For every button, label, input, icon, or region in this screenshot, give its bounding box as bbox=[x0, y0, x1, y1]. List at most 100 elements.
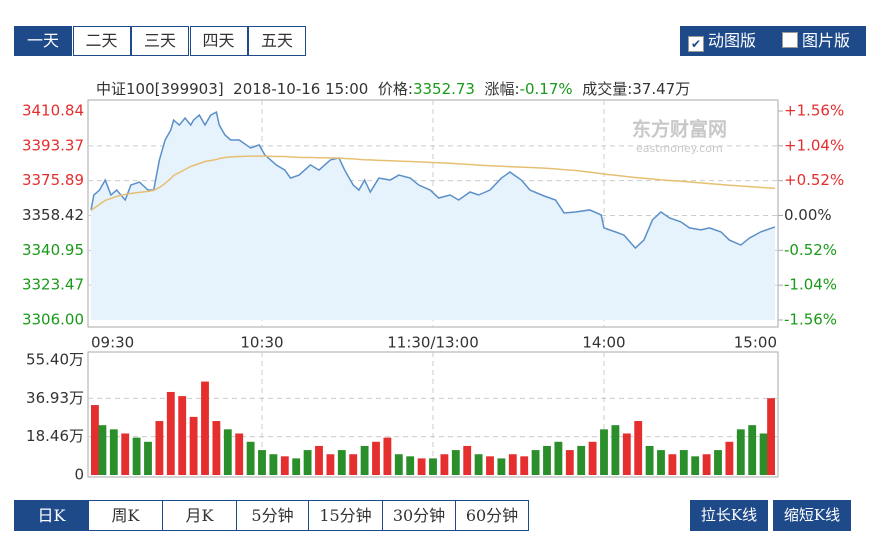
volume-bar bbox=[303, 450, 312, 475]
volume-bar bbox=[622, 433, 631, 475]
period-tab[interactable]: 60分钟 bbox=[455, 500, 529, 531]
range-tab[interactable]: 二天 bbox=[72, 26, 131, 56]
volume-bar bbox=[679, 450, 688, 475]
checkbox[interactable] bbox=[782, 32, 798, 48]
range-tab[interactable]: 四天 bbox=[189, 26, 248, 56]
datetime: 2018-10-16 15:00 bbox=[233, 80, 369, 98]
volume-bar bbox=[657, 450, 665, 475]
volume-bar bbox=[645, 445, 654, 475]
volume-bar bbox=[326, 454, 335, 475]
index-name: 中证100[399903] bbox=[96, 80, 224, 98]
volume-bar bbox=[269, 454, 278, 475]
volume-bar bbox=[429, 458, 437, 475]
volume-bar bbox=[189, 416, 198, 475]
volume-bar bbox=[554, 441, 563, 475]
y-tick-label: 3410.84 bbox=[22, 102, 84, 120]
y-tick-label: 55.40万 bbox=[26, 351, 84, 369]
y-tick-label: 36.93万 bbox=[26, 389, 84, 407]
period-tab[interactable]: 30分钟 bbox=[382, 500, 456, 531]
volume-bar bbox=[417, 458, 426, 475]
period-tab[interactable]: 月K bbox=[162, 500, 237, 531]
y-tick-label: 3340.95 bbox=[22, 241, 84, 259]
volume-bar bbox=[144, 441, 152, 475]
period-tab[interactable]: 5分钟 bbox=[236, 500, 309, 531]
price: 3352.73 bbox=[412, 80, 475, 98]
volume-bar bbox=[691, 456, 700, 475]
volume-bar bbox=[132, 437, 141, 475]
volume-bar bbox=[178, 396, 187, 475]
y-tick-label: 3358.42 bbox=[22, 206, 84, 224]
volume-bar bbox=[611, 425, 620, 475]
volume-bar bbox=[725, 441, 734, 475]
price-label: 价格: bbox=[377, 80, 413, 98]
volume-bar bbox=[91, 405, 99, 475]
zoom-button[interactable]: 拉长K线 bbox=[690, 500, 768, 531]
volume-bar bbox=[360, 445, 369, 475]
volume-bar bbox=[315, 445, 323, 475]
volume-bar bbox=[98, 425, 107, 475]
volume-bar bbox=[212, 421, 221, 475]
checkbox-checked[interactable]: ✔ bbox=[688, 36, 704, 52]
volume-bar bbox=[109, 429, 118, 475]
volume-bar bbox=[394, 454, 403, 475]
y-tick-label: 3375.89 bbox=[22, 171, 84, 189]
price-area bbox=[91, 112, 775, 320]
volume-bar bbox=[201, 381, 209, 475]
volume-bar bbox=[543, 445, 551, 475]
volume: 成交量:37.47万 bbox=[582, 80, 691, 98]
volume-bar bbox=[337, 450, 346, 475]
x-tick-label: 15:00 bbox=[734, 334, 777, 352]
volume-bar bbox=[508, 454, 517, 475]
watermark-sub: eastmoney.com bbox=[636, 142, 723, 155]
volume-bar bbox=[714, 450, 722, 475]
volume-bar bbox=[497, 458, 506, 475]
x-tick-label: 09:30 bbox=[91, 334, 134, 352]
period-tab[interactable]: 周K bbox=[88, 500, 163, 531]
volume-bar bbox=[474, 454, 483, 475]
volume-bar bbox=[280, 456, 289, 475]
y2-tick-label: +1.56% bbox=[784, 102, 844, 120]
view-option[interactable]: ✔ 动图版 bbox=[688, 26, 756, 56]
x-tick-label: 14:00 bbox=[582, 334, 625, 352]
y-tick-label: 3393.37 bbox=[22, 136, 84, 154]
view-panel bbox=[680, 26, 866, 56]
volume-bar bbox=[451, 450, 460, 475]
y2-tick-label: -1.56% bbox=[784, 311, 837, 329]
y-tick-label: 3323.47 bbox=[22, 276, 84, 294]
y2-tick-label: +1.04% bbox=[784, 136, 844, 154]
volume-bar bbox=[634, 421, 643, 475]
volume-bar bbox=[531, 450, 540, 475]
volume-bar bbox=[246, 441, 255, 475]
view-label: 图片版 bbox=[802, 31, 851, 50]
volume-bar bbox=[486, 456, 494, 475]
zoom-button[interactable]: 缩短K线 bbox=[773, 500, 851, 531]
watermark: 东方财富网 bbox=[632, 118, 727, 141]
y2-tick-label: -0.52% bbox=[784, 241, 837, 259]
volume-bar bbox=[440, 454, 449, 475]
volume-bar bbox=[577, 445, 586, 475]
range-tab[interactable]: 五天 bbox=[248, 26, 306, 56]
volume-bar bbox=[748, 425, 757, 475]
view-option[interactable]: 图片版 bbox=[782, 26, 850, 56]
volume-bar bbox=[121, 433, 130, 475]
period-tab[interactable]: 日K bbox=[14, 500, 89, 531]
period-tab[interactable]: 15分钟 bbox=[308, 500, 383, 531]
volume-bar bbox=[702, 454, 711, 475]
volume-bar bbox=[223, 429, 232, 475]
volume-bar bbox=[767, 398, 775, 475]
volume-bar bbox=[292, 458, 301, 475]
y2-tick-label: +0.52% bbox=[784, 171, 844, 189]
range-tab[interactable]: 三天 bbox=[131, 26, 189, 56]
y2-tick-label: 0.00% bbox=[784, 206, 832, 224]
y-tick-label: 0 bbox=[74, 466, 84, 484]
volume-bar bbox=[372, 441, 380, 475]
volume-bar bbox=[235, 433, 244, 475]
x-tick-label: 10:30 bbox=[240, 334, 283, 352]
quote-info: 中证100[399903] 2018-10-16 15:00 价格:3352.7… bbox=[96, 78, 690, 99]
view-label: 动图版 bbox=[708, 31, 757, 50]
volume-bar bbox=[155, 421, 164, 475]
range-tab[interactable]: 一天 bbox=[14, 26, 72, 56]
average-line bbox=[90, 155, 776, 211]
volume-bar bbox=[406, 456, 415, 475]
